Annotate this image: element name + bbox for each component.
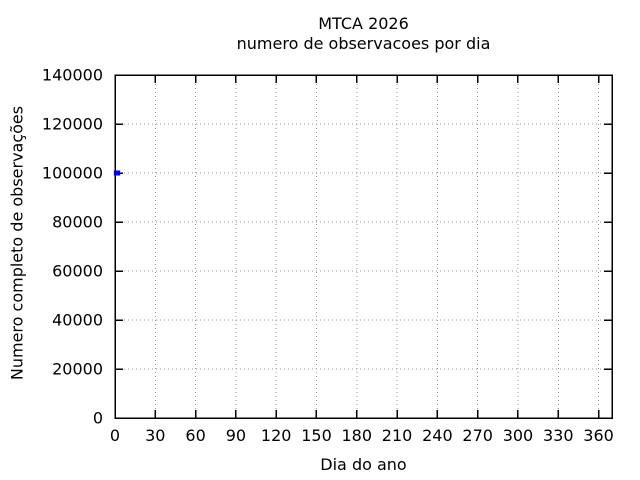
data-point [115, 170, 121, 176]
y-tick-label: 0 [93, 409, 103, 428]
x-tick-label: 270 [462, 426, 493, 445]
y-tick-label: 40000 [52, 311, 103, 330]
y-tick-label: 100000 [42, 164, 103, 183]
y-tick-label: 140000 [42, 66, 103, 85]
x-tick-label: 30 [145, 426, 165, 445]
y-tick-label: 60000 [52, 262, 103, 281]
plot-border [114, 74, 613, 419]
y-tick-label: 80000 [52, 213, 103, 232]
x-tick-label: 120 [261, 426, 292, 445]
chart-subtitle: numero de observacoes por dia [236, 34, 491, 53]
x-tick-label: 90 [226, 426, 246, 445]
x-tick-label: 240 [422, 426, 453, 445]
x-tick-label: 360 [583, 426, 614, 445]
x-tick-label: 330 [543, 426, 574, 445]
x-tick-label: 210 [382, 426, 413, 445]
x-tick-label: 0 [110, 426, 120, 445]
x-axis-title: Dia do ano [320, 455, 407, 474]
y-tick-label: 120000 [42, 115, 103, 134]
y-tick-label: 20000 [52, 360, 103, 379]
x-tick-label: 60 [185, 426, 205, 445]
x-tick-label: 180 [342, 426, 373, 445]
x-tick-label: 300 [503, 426, 534, 445]
chart-title: MTCA 2026 [318, 14, 409, 33]
x-tick-label: 150 [301, 426, 332, 445]
